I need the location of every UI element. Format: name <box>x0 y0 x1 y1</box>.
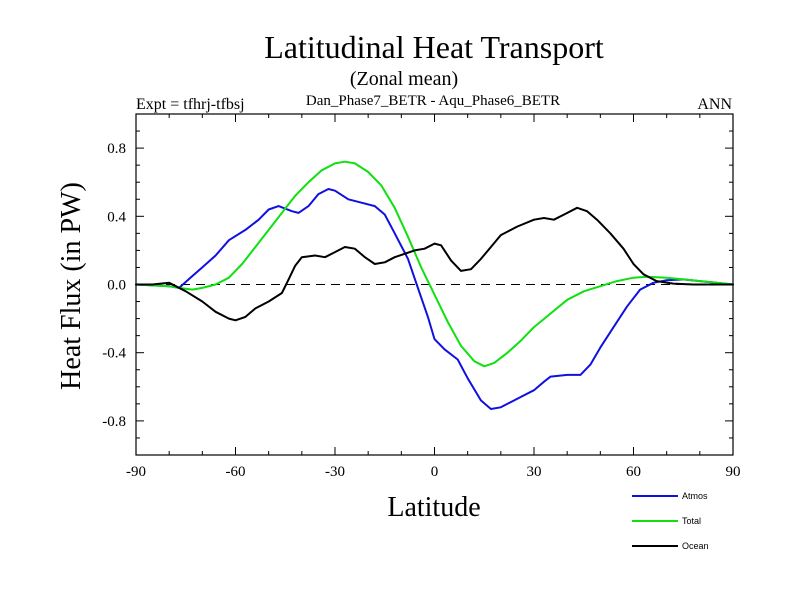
x-tick-label: 90 <box>726 464 741 480</box>
axis-tick-labels: -90 -60 -30 0 30 60 90 -0.8 -0.4 0.0 0.4 0.8 <box>102 141 740 480</box>
y-tick-label: 0.0 <box>107 278 126 294</box>
x-tick-label: -30 <box>325 464 345 480</box>
series-line-total <box>135 160 734 368</box>
legend: Atmos Total Ocean <box>632 491 709 551</box>
chart-subtitle: (Zonal mean) <box>350 68 458 90</box>
legend-label-ocean: Ocean <box>682 541 709 551</box>
x-axis-label: Latitude <box>387 492 480 523</box>
x-tick-label: 60 <box>626 464 641 480</box>
x-tick-label: 0 <box>431 464 439 480</box>
series-lines <box>135 160 734 410</box>
x-tick-label: -60 <box>226 464 246 480</box>
x-tick-label: -90 <box>126 464 146 480</box>
y-tick-label: 0.4 <box>107 209 126 225</box>
season-label: ANN <box>697 96 732 113</box>
y-tick-label: -0.8 <box>102 414 126 430</box>
legend-label-total: Total <box>682 516 701 526</box>
y-tick-label: 0.8 <box>107 141 126 157</box>
x-tick-label: 30 <box>527 464 542 480</box>
case-comparison-label: Dan_Phase7_BETR - Aqu_Phase6_BETR <box>306 93 560 109</box>
axis-ticks <box>135 113 734 456</box>
series-line-atmos <box>135 188 734 410</box>
chart-title: Latitudinal Heat Transport <box>264 29 604 65</box>
y-axis-label: Heat Flux (in PW) <box>56 182 87 390</box>
legend-label-atmos: Atmos <box>682 491 708 501</box>
experiment-label: Expt = tfhrj-tfbsj <box>136 96 245 113</box>
plot-frame <box>135 113 734 456</box>
y-tick-label: -0.4 <box>102 346 126 362</box>
series-line-ocean <box>135 206 734 322</box>
